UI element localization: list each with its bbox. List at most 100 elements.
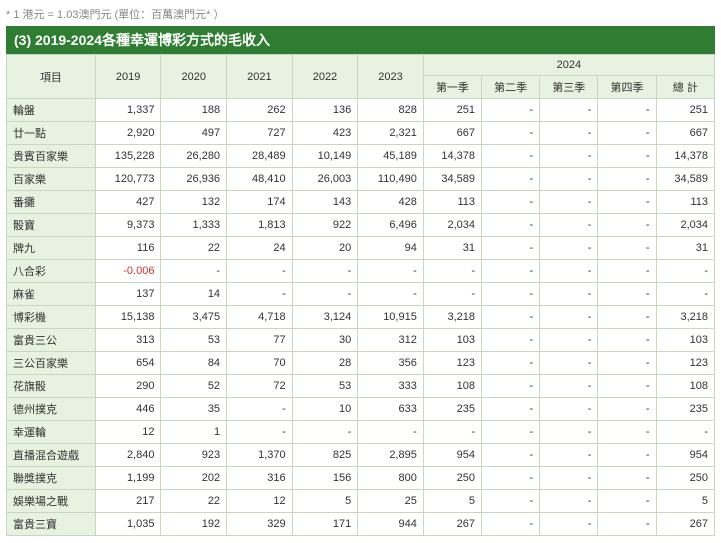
cell-value: 48,410 xyxy=(227,168,293,191)
cell-value: - xyxy=(540,99,598,122)
cell-value: 2,895 xyxy=(358,444,424,467)
cell-value: 250 xyxy=(656,467,714,490)
cell-value: - xyxy=(482,513,540,536)
cell-value: 34,589 xyxy=(423,168,481,191)
cell-value: - xyxy=(482,421,540,444)
cell-value: 3,218 xyxy=(423,306,481,329)
cell-value: - xyxy=(540,467,598,490)
cell-value: - xyxy=(482,467,540,490)
cell-value: - xyxy=(540,122,598,145)
col-2023: 2023 xyxy=(358,55,424,99)
cell-value: - xyxy=(598,168,656,191)
cell-value: 497 xyxy=(161,122,227,145)
cell-value: 143 xyxy=(292,191,358,214)
cell-value: 250 xyxy=(423,467,481,490)
cell-value: 113 xyxy=(656,191,714,214)
row-label: 娛樂場之戰 xyxy=(7,490,96,513)
cell-value: 174 xyxy=(227,191,293,214)
cell-value: 77 xyxy=(227,329,293,352)
cell-value: - xyxy=(482,329,540,352)
cell-value: - xyxy=(482,237,540,260)
table-row: 三公百家樂654847028356123---123 xyxy=(7,352,715,375)
cell-value: - xyxy=(598,237,656,260)
cell-value: 1,199 xyxy=(95,467,161,490)
cell-value: 1,035 xyxy=(95,513,161,536)
cell-value: - xyxy=(227,260,293,283)
row-label: 德州撲克 xyxy=(7,398,96,421)
table-row: 花旗骰290527253333108---108 xyxy=(7,375,715,398)
cell-value: - xyxy=(482,260,540,283)
row-label: 骰寶 xyxy=(7,214,96,237)
cell-value: - xyxy=(358,421,424,444)
cell-value: - xyxy=(540,513,598,536)
cell-value: 188 xyxy=(161,99,227,122)
cell-value: - xyxy=(598,214,656,237)
cell-value: - xyxy=(482,191,540,214)
cell-value: 2,034 xyxy=(656,214,714,237)
cell-value: 9,373 xyxy=(95,214,161,237)
cell-value: - xyxy=(598,467,656,490)
cell-value: 1,370 xyxy=(227,444,293,467)
cell-value: - xyxy=(598,260,656,283)
table-row: 麻雀13714-------- xyxy=(7,283,715,306)
cell-value: 110,490 xyxy=(358,168,424,191)
cell-value: - xyxy=(598,145,656,168)
col-2022: 2022 xyxy=(292,55,358,99)
cell-value: - xyxy=(540,260,598,283)
table-row: 德州撲克44635-10633235---235 xyxy=(7,398,715,421)
table-body: 輪盤1,337188262136828251---251廿一點2,9204977… xyxy=(7,99,715,536)
cell-value: 312 xyxy=(358,329,424,352)
cell-value: 446 xyxy=(95,398,161,421)
row-label: 幸運輪 xyxy=(7,421,96,444)
table-row: 輪盤1,337188262136828251---251 xyxy=(7,99,715,122)
cell-value: - xyxy=(540,237,598,260)
cell-value: - xyxy=(598,191,656,214)
cell-value: - xyxy=(482,99,540,122)
cell-value: 25 xyxy=(358,490,424,513)
cell-value: - xyxy=(540,398,598,421)
cell-value: 84 xyxy=(161,352,227,375)
col-item: 項目 xyxy=(7,55,96,99)
table-row: 富貴三公313537730312103---103 xyxy=(7,329,715,352)
cell-value: 20 xyxy=(292,237,358,260)
cell-value: 423 xyxy=(292,122,358,145)
cell-value: - xyxy=(540,490,598,513)
cell-value: - xyxy=(540,421,598,444)
cell-value: 667 xyxy=(656,122,714,145)
cell-value: - xyxy=(656,421,714,444)
cell-value: 727 xyxy=(227,122,293,145)
cell-value: 94 xyxy=(358,237,424,260)
cell-value: 116 xyxy=(95,237,161,260)
cell-value: 136 xyxy=(292,99,358,122)
cell-value: - xyxy=(598,122,656,145)
cell-value: 26,003 xyxy=(292,168,358,191)
col-q4: 第四季 xyxy=(598,76,656,99)
cell-value: 113 xyxy=(423,191,481,214)
cell-value: - xyxy=(598,513,656,536)
cell-value: - xyxy=(423,421,481,444)
cell-value: - xyxy=(227,421,293,444)
cell-value: 3,124 xyxy=(292,306,358,329)
cell-value: 108 xyxy=(656,375,714,398)
row-label: 百家樂 xyxy=(7,168,96,191)
cell-value: - xyxy=(598,444,656,467)
cell-value: 10,149 xyxy=(292,145,358,168)
cell-value: - xyxy=(482,214,540,237)
cell-value: - xyxy=(540,329,598,352)
cell-value: 45,189 xyxy=(358,145,424,168)
cell-value: 22 xyxy=(161,490,227,513)
cell-value: - xyxy=(292,421,358,444)
table-row: 幸運輪121-------- xyxy=(7,421,715,444)
cell-value: 34,589 xyxy=(656,168,714,191)
cell-value: 26,936 xyxy=(161,168,227,191)
cell-value: - xyxy=(161,260,227,283)
table-row: 八合彩-0.006--------- xyxy=(7,260,715,283)
cell-value: 132 xyxy=(161,191,227,214)
cell-value: 954 xyxy=(423,444,481,467)
cell-value: - xyxy=(482,352,540,375)
cell-value: 954 xyxy=(656,444,714,467)
cell-value: 53 xyxy=(161,329,227,352)
cell-value: - xyxy=(482,145,540,168)
cell-value: 120,773 xyxy=(95,168,161,191)
cell-value: 333 xyxy=(358,375,424,398)
